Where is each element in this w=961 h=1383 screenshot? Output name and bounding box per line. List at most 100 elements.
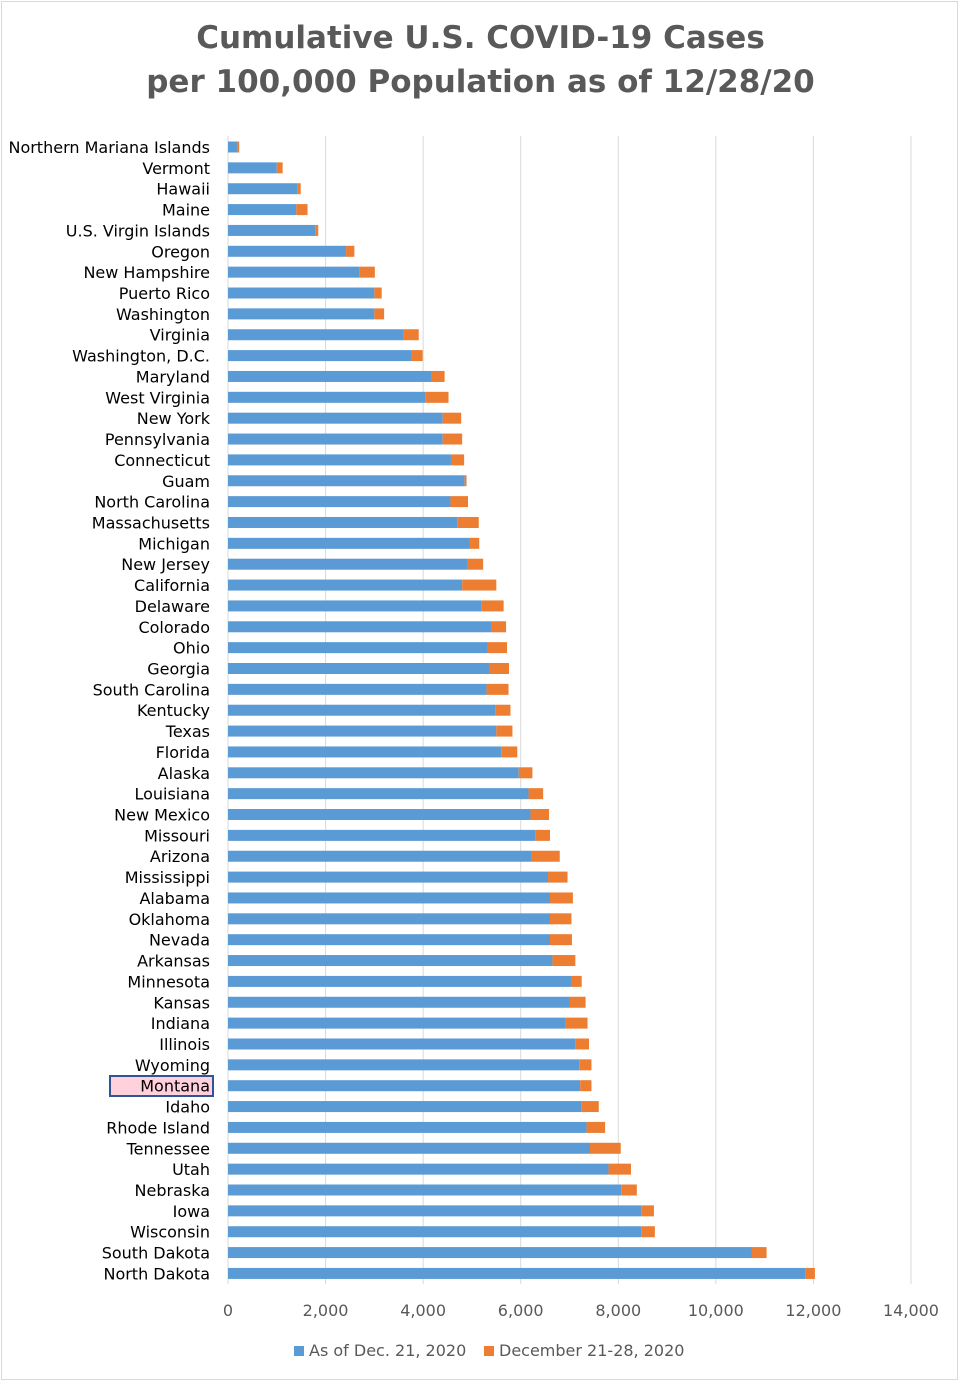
- bar-series-1-washington: [228, 308, 375, 320]
- category-label-missouri: Missouri: [144, 826, 210, 845]
- x-tick-label-4000: 4,000: [400, 1301, 446, 1320]
- category-label-california: California: [134, 576, 210, 595]
- category-label-north-dakota: North Dakota: [103, 1264, 210, 1283]
- bar-series-1-montana: [228, 1080, 581, 1092]
- bar-series-1-virginia: [228, 329, 404, 341]
- category-label-colorado: Colorado: [138, 618, 210, 637]
- bar-series-1-u-s-virgin-islands: [228, 224, 316, 236]
- bar-series-2-new-jersey: [467, 558, 484, 570]
- bar-series-1-louisiana: [228, 788, 529, 800]
- bar-series-1-north-carolina: [228, 496, 451, 508]
- category-label-massachusetts: Massachusetts: [92, 513, 210, 532]
- bar-series-1-oregon: [228, 245, 347, 257]
- bar-series-2-arizona: [531, 850, 560, 862]
- bar-series-2-wyoming: [579, 1059, 592, 1071]
- x-tick-label-10000: 10,000: [688, 1301, 744, 1320]
- bar-series-2-ohio: [487, 642, 508, 654]
- bar-series-2-alaska: [518, 767, 533, 779]
- legend-item-series-1: As of Dec. 21, 2020: [294, 1341, 466, 1360]
- category-labels: Northern Mariana Islands Vermont Hawaii Mai…: [8, 138, 210, 1283]
- category-label-mississippi: Mississippi: [125, 868, 210, 887]
- bar-series-1-puerto-rico: [228, 287, 375, 299]
- bar-series-2-iowa: [641, 1205, 654, 1217]
- bar-series-2-kansas: [569, 996, 586, 1008]
- bar-series-2-south-carolina: [486, 683, 509, 695]
- bar-series-2-new-hampshire: [359, 266, 375, 278]
- bar-series-1-ohio: [228, 642, 488, 654]
- category-label-washington: Washington: [116, 305, 210, 324]
- category-label-alabama: Alabama: [139, 889, 210, 908]
- category-label-new-mexico: New Mexico: [114, 806, 210, 825]
- bar-series-2-pennsylvania: [442, 433, 463, 445]
- category-label-u-s-virgin-islands: U.S. Virgin Islands: [66, 221, 210, 240]
- x-tick-label-2000: 2,000: [303, 1301, 349, 1320]
- bar-series-2-missouri: [535, 829, 550, 841]
- legend-label-series-2: December 21-28, 2020: [499, 1341, 685, 1360]
- bar-series-2-michigan: [469, 537, 480, 549]
- bar-series-1-massachusetts: [228, 516, 458, 528]
- bar-series-2-indiana: [565, 1017, 588, 1029]
- bar-series-2-guam: [464, 475, 467, 487]
- bar-series-1-nebraska: [228, 1184, 622, 1196]
- category-label-virginia: Virginia: [150, 326, 210, 345]
- bar-series-1-minnesota: [228, 975, 572, 987]
- bar-series-2-colorado: [491, 621, 507, 633]
- category-label-texas: Texas: [165, 722, 210, 741]
- category-label-west-virginia: West Virginia: [105, 388, 210, 407]
- x-tick-label-0: 0: [223, 1301, 233, 1320]
- category-label-north-carolina: North Carolina: [94, 493, 210, 512]
- category-label-utah: Utah: [172, 1160, 210, 1179]
- category-label-new-york: New York: [137, 409, 211, 428]
- category-label-louisiana: Louisiana: [134, 785, 210, 804]
- bar-series-1-mississippi: [228, 871, 549, 883]
- category-label-guam: Guam: [162, 472, 210, 491]
- bar-series-2-west-virginia: [425, 391, 449, 403]
- bar-series-2-idaho: [581, 1101, 599, 1113]
- bar-series-2-massachusetts: [457, 516, 479, 528]
- category-label-arizona: Arizona: [150, 847, 210, 866]
- bar-series-2-mississippi: [548, 871, 568, 883]
- bar-series-1-west-virginia: [228, 391, 426, 403]
- legend-label-series-1: As of Dec. 21, 2020: [309, 1341, 467, 1360]
- bar-series-1-iowa: [228, 1205, 642, 1217]
- x-tick-label-14000: 14,000: [883, 1301, 939, 1320]
- bar-series-2-delaware: [481, 600, 504, 612]
- bar-series-2-georgia: [489, 663, 510, 674]
- bar-series-1-idaho: [228, 1101, 582, 1113]
- category-label-wisconsin: Wisconsin: [130, 1223, 210, 1242]
- category-label-new-jersey: New Jersey: [121, 555, 210, 574]
- bar-series-2-connecticut: [450, 454, 465, 466]
- bar-series-2-nebraska: [621, 1184, 637, 1196]
- category-label-ohio: Ohio: [173, 639, 210, 658]
- bar-series-1-guam: [228, 475, 465, 487]
- bar-series-1-delaware: [228, 600, 482, 612]
- bar-series-1-rhode-island: [228, 1121, 587, 1133]
- category-label-michigan: Michigan: [138, 534, 210, 553]
- bar-series-1-new-york: [228, 412, 443, 424]
- bar-series-1-kentucky: [228, 704, 496, 716]
- bar-series-1-georgia: [228, 663, 490, 674]
- bar-series-2-virginia: [403, 329, 419, 341]
- bars: [228, 141, 815, 1279]
- category-label-washington-d-c: Washington, D.C.: [72, 347, 210, 366]
- bar-series-1-wyoming: [228, 1059, 580, 1071]
- bar-series-2-louisiana: [528, 788, 544, 800]
- category-label-kansas: Kansas: [153, 993, 210, 1012]
- bar-series-2-maryland: [431, 370, 445, 382]
- category-label-idaho: Idaho: [165, 1098, 210, 1117]
- bar-series-1-south-dakota: [228, 1247, 752, 1259]
- category-label-montana: Montana: [140, 1077, 210, 1096]
- bar-series-1-arizona: [228, 850, 532, 862]
- category-label-wyoming: Wyoming: [135, 1056, 210, 1075]
- bar-series-1-indiana: [228, 1017, 566, 1029]
- bar-series-2-new-mexico: [530, 809, 550, 821]
- bar-series-1-hawaii: [228, 183, 298, 195]
- bar-series-2-north-dakota: [805, 1267, 815, 1279]
- bar-series-2-washington-d-c: [411, 350, 423, 362]
- bar-series-2-new-york: [442, 412, 462, 424]
- bar-series-2-kentucky: [495, 704, 511, 716]
- legend-swatch-series-1: [294, 1345, 304, 1356]
- bar-series-1-oklahoma: [228, 913, 550, 925]
- category-label-georgia: Georgia: [147, 660, 210, 679]
